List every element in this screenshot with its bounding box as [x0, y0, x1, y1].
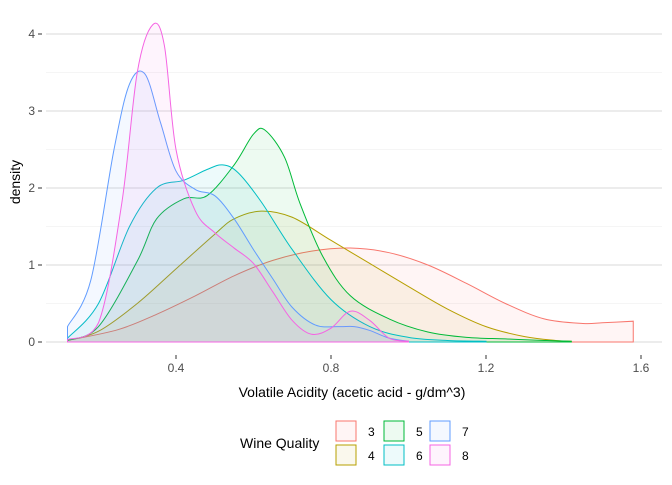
legend-key-quality-8: [429, 444, 451, 466]
legend-key-quality-5: [383, 420, 405, 442]
density-curve-quality-7: [67, 70, 409, 343]
x-tick-label: 0.8: [323, 361, 340, 375]
axes: 0 1 2 3 4 0.4 0.8 1.2 1.6: [28, 27, 649, 375]
density-area-quality-4: [67, 211, 572, 342]
x-tick-label: 0.4: [168, 361, 185, 375]
legend-label-quality-6: 6: [416, 449, 423, 463]
density-area-quality-8: [67, 23, 409, 342]
legend-key-quality-4: [335, 444, 357, 466]
legend-title: Wine Quality: [240, 435, 319, 451]
legend: Wine Quality 3 4 5 6 7 8: [240, 420, 469, 466]
y-tick-label: 0: [28, 335, 35, 349]
legend-key-quality-7: [429, 420, 451, 442]
y-tick-label: 4: [28, 27, 35, 41]
y-tick-label: 1: [28, 258, 35, 272]
x-tick-label: 1.6: [633, 361, 650, 375]
density-curve-quality-8: [67, 22, 409, 343]
density-area-quality-5: [67, 128, 572, 342]
y-axis-title: density: [7, 160, 23, 204]
x-tick-label: 1.2: [478, 361, 495, 375]
density-curve-quality-4: [67, 210, 572, 343]
density-curve-quality-3: [67, 247, 634, 343]
legend-key-quality-3: [335, 420, 357, 442]
legend-label-quality-7: 7: [462, 425, 469, 439]
legend-label-quality-8: 8: [462, 449, 469, 463]
density-series: [67, 22, 634, 343]
density-curve-quality-6: [67, 164, 487, 343]
legend-key-quality-6: [383, 444, 405, 466]
legend-label-quality-3: 3: [368, 425, 375, 439]
y-tick-label: 3: [28, 104, 35, 118]
y-tick-label: 2: [28, 181, 35, 195]
density-area-quality-3: [67, 248, 634, 342]
density-curve-quality-5: [67, 127, 572, 343]
x-axis-title: Volatile Acidity (acetic acid - g/dm^3): [239, 384, 466, 400]
legend-label-quality-5: 5: [416, 425, 423, 439]
density-area-quality-7: [67, 70, 409, 342]
legend-label-quality-4: 4: [368, 449, 375, 463]
density-area-quality-6: [67, 164, 486, 342]
